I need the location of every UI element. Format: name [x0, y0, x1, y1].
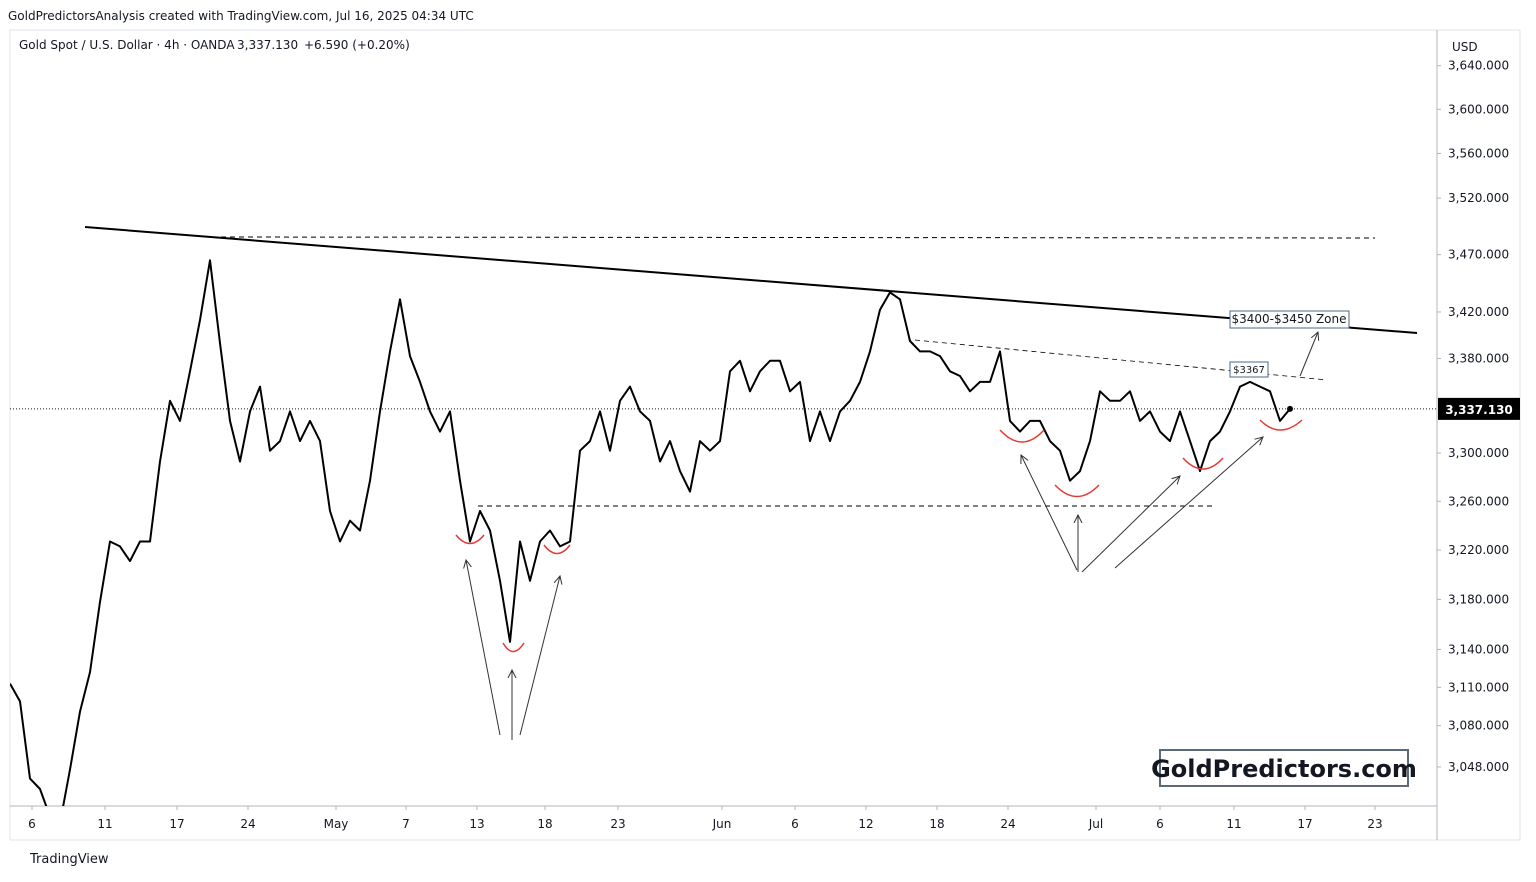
y-tick-label: 3,180.000 [1448, 592, 1509, 606]
y-tick-label: 3,300.000 [1448, 446, 1509, 460]
last-price-label: 3,337.130 [1445, 403, 1513, 417]
x-tick-label: 11 [97, 817, 112, 831]
y-tick-label: 3,520.000 [1448, 191, 1509, 205]
dashed-line [211, 236, 1376, 239]
price-change: +6.590 (+0.20%) [304, 38, 410, 52]
y-tick-label: 3,560.000 [1448, 146, 1509, 160]
zone-box [1229, 310, 1350, 329]
x-tick-label: May [324, 817, 349, 831]
chart-frame [9, 29, 1521, 841]
last-price-tag [1438, 397, 1520, 420]
bottom-arc [1054, 484, 1100, 498]
x-tick-label: 12 [858, 817, 873, 831]
x-tick-label: 24 [1000, 817, 1015, 831]
y-tick-label: 3,600.000 [1448, 102, 1509, 116]
x-tick-label: 6 [791, 817, 799, 831]
arrow [1114, 437, 1263, 569]
y-tick-label: 3,380.000 [1448, 351, 1509, 365]
x-tick-label: 7 [402, 817, 410, 831]
x-tick-label: 6 [1156, 817, 1164, 831]
arrow [1021, 455, 1078, 571]
y-tick-label: 3,080.000 [1448, 719, 1509, 733]
x-tick-label: 13 [469, 817, 484, 831]
currency: USD [1452, 40, 1478, 54]
watermark: GoldPredictorsAnalysis created with Trad… [8, 9, 474, 23]
x-tick-label: 6 [28, 817, 36, 831]
brand-box [1159, 749, 1409, 787]
arrow [466, 560, 501, 736]
x-tick-label: 18 [537, 817, 552, 831]
y-tick-label: 3,420.000 [1448, 305, 1509, 319]
bottom-arc [455, 534, 485, 545]
trendline [84, 226, 1418, 334]
y-tick-label: 3,140.000 [1448, 642, 1509, 656]
level-label: $3367 [1233, 365, 1265, 376]
last-point [1287, 405, 1293, 412]
x-tick-label: 23 [610, 817, 625, 831]
arrow [1299, 332, 1318, 377]
x-tick-label: 23 [1367, 817, 1382, 831]
level-box [1229, 361, 1269, 378]
x-tick-label: 11 [1226, 817, 1241, 831]
brand: GoldPredictors.com [1151, 755, 1417, 783]
bottom-arc [1182, 457, 1224, 470]
zone-label: $3400-$3450 Zone [1231, 312, 1346, 326]
symbol-name: Gold Spot / U.S. Dollar · 4h · OANDA [19, 38, 235, 52]
y-tick-label: 3,470.000 [1448, 248, 1509, 262]
y-tick-label: 3,110.000 [1448, 680, 1509, 694]
x-tick-label: 18 [929, 817, 944, 831]
arrow [519, 576, 560, 736]
last-price: 3,337.130 [237, 38, 298, 52]
x-tick-label: Jul [1088, 817, 1103, 831]
annotations [84, 226, 1418, 740]
y-tick-label: 3,260.000 [1448, 494, 1509, 508]
x-tick-label: 24 [240, 817, 255, 831]
bottom-arc [1259, 419, 1303, 431]
y-tick-label: 3,048.000 [1448, 760, 1509, 774]
price-line [10, 259, 1291, 806]
arrow [1081, 476, 1180, 573]
x-tick-label: 17 [169, 817, 184, 831]
footer: TradingView [29, 852, 109, 867]
bottom-arc [502, 642, 525, 653]
x-tick-label: Jun [712, 817, 732, 831]
y-tick-label: 3,640.000 [1448, 59, 1509, 73]
bottom-arc [999, 429, 1045, 443]
y-tick-label: 3,220.000 [1448, 543, 1509, 557]
x-tick-label: 17 [1297, 817, 1312, 831]
bottom-arc [543, 544, 571, 555]
